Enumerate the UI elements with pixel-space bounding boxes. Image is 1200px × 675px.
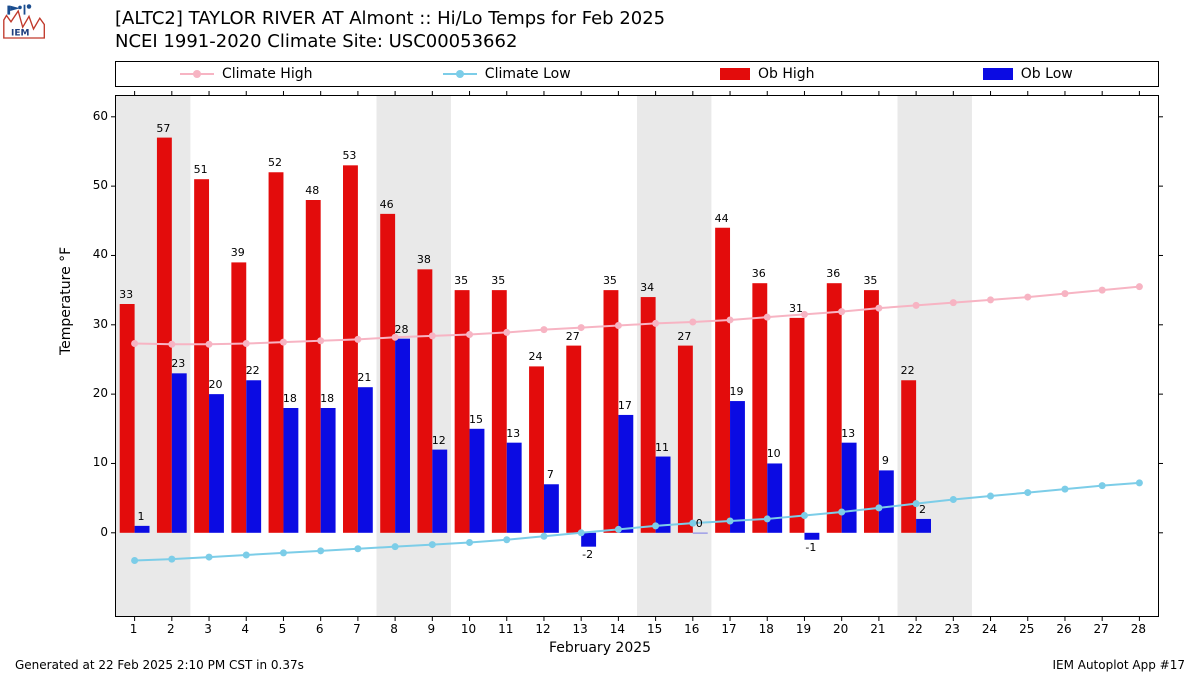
ob-high-label: 39 — [231, 246, 245, 259]
ob-low-label: 0 — [696, 517, 703, 530]
ob-high-label: 22 — [901, 364, 915, 377]
chart-title: [ALTC2] TAYLOR RIVER AT Almont :: Hi/Lo … — [115, 8, 665, 52]
ob-high-label: 35 — [863, 274, 877, 287]
ob-high-label: 46 — [380, 198, 394, 211]
x-tick: 26 — [1056, 622, 1071, 636]
x-tick: 23 — [945, 622, 960, 636]
ob-high-label: 34 — [640, 281, 654, 294]
ob-high-label: 27 — [566, 330, 580, 343]
ob-low-label: 10 — [767, 447, 781, 460]
ob-high-label: 51 — [194, 163, 208, 176]
legend-ob-high: Ob High — [637, 66, 898, 82]
ob-low-label: 12 — [432, 434, 446, 447]
title-line-1: [ALTC2] TAYLOR RIVER AT Almont :: Hi/Lo … — [115, 8, 665, 29]
y-tick: 40 — [93, 247, 108, 261]
title-line-2: NCEI 1991-2020 Climate Site: USC00053662 — [115, 31, 665, 52]
x-tick: 7 — [353, 622, 361, 636]
ob-high-label: 27 — [677, 330, 691, 343]
ob-high-label: 53 — [342, 149, 356, 162]
ob-low-label: 23 — [171, 357, 185, 370]
ob-low-label: 2 — [919, 503, 926, 516]
y-tick: 50 — [93, 178, 108, 192]
x-tick: 5 — [279, 622, 287, 636]
ob-high-label: 35 — [603, 274, 617, 287]
ob-high-label: 38 — [417, 253, 431, 266]
x-tick: 11 — [498, 622, 513, 636]
x-tick: 6 — [316, 622, 324, 636]
svg-text:IEM: IEM — [11, 28, 29, 38]
ob-high-label: 33 — [119, 288, 133, 301]
ob-low-label: 7 — [547, 468, 554, 481]
x-tick: 19 — [796, 622, 811, 636]
footer-generated: Generated at 22 Feb 2025 2:10 PM CST in … — [15, 658, 304, 672]
x-tick: 18 — [759, 622, 774, 636]
ob-low-label: 18 — [283, 392, 297, 405]
x-tick: 25 — [1019, 622, 1034, 636]
ob-low-label: 9 — [882, 454, 889, 467]
x-tick: 15 — [647, 622, 662, 636]
legend-climate-low: Climate Low — [377, 66, 638, 82]
ob-low-label: 1 — [138, 510, 145, 523]
x-tick: 21 — [870, 622, 885, 636]
ob-high-label: 48 — [305, 184, 319, 197]
x-tick: 13 — [573, 622, 588, 636]
x-tick: 28 — [1131, 622, 1146, 636]
x-tick: 24 — [982, 622, 997, 636]
legend-climate-high: Climate High — [116, 66, 377, 82]
legend-ob-low: Ob Low — [898, 66, 1159, 82]
x-tick: 9 — [427, 622, 435, 636]
ob-high-label: 35 — [454, 274, 468, 287]
ob-low-label: 22 — [246, 364, 260, 377]
x-tick: 16 — [684, 622, 699, 636]
x-tick: 12 — [535, 622, 550, 636]
x-tick: 27 — [1094, 622, 1109, 636]
ob-low-label: 15 — [469, 413, 483, 426]
ob-high-label: 35 — [491, 274, 505, 287]
y-tick: 60 — [93, 109, 108, 123]
x-axis-label: February 2025 — [0, 640, 1200, 656]
ob-low-label: 17 — [618, 399, 632, 412]
legend: Climate High Climate Low Ob High Ob Low — [115, 61, 1159, 87]
ob-low-label: 20 — [208, 378, 222, 391]
y-tick: 30 — [93, 317, 108, 331]
y-tick: 10 — [93, 455, 108, 469]
ob-low-label: 13 — [506, 427, 520, 440]
y-tick: 20 — [93, 386, 108, 400]
plot-area — [115, 95, 1159, 617]
ob-high-label: 57 — [156, 122, 170, 135]
ob-low-label: 11 — [655, 441, 669, 454]
x-tick: 10 — [461, 622, 476, 636]
x-tick: 4 — [241, 622, 249, 636]
footer-app: IEM Autoplot App #17 — [1052, 658, 1185, 672]
ob-low-label: -1 — [805, 541, 816, 554]
x-tick: 20 — [833, 622, 848, 636]
x-tick: 17 — [721, 622, 736, 636]
ob-low-label: -2 — [582, 548, 593, 561]
ob-high-label: 36 — [826, 267, 840, 280]
ob-high-label: 44 — [715, 212, 729, 225]
ob-low-label: 18 — [320, 392, 334, 405]
ob-low-label: 21 — [357, 371, 371, 384]
y-tick: 0 — [100, 525, 108, 539]
ob-high-label: 31 — [789, 302, 803, 315]
y-axis-label: Temperature °F — [58, 247, 74, 355]
ob-high-label: 24 — [529, 350, 543, 363]
x-tick: 3 — [204, 622, 212, 636]
ob-low-label: 28 — [395, 323, 409, 336]
x-tick: 22 — [907, 622, 922, 636]
x-tick: 2 — [167, 622, 175, 636]
iem-logo: IEM — [2, 2, 47, 47]
x-tick: 8 — [390, 622, 398, 636]
x-tick: 14 — [610, 622, 625, 636]
ob-low-label: 13 — [841, 427, 855, 440]
ob-high-label: 52 — [268, 156, 282, 169]
ob-high-label: 36 — [752, 267, 766, 280]
x-tick: 1 — [130, 622, 138, 636]
ob-low-label: 19 — [729, 385, 743, 398]
